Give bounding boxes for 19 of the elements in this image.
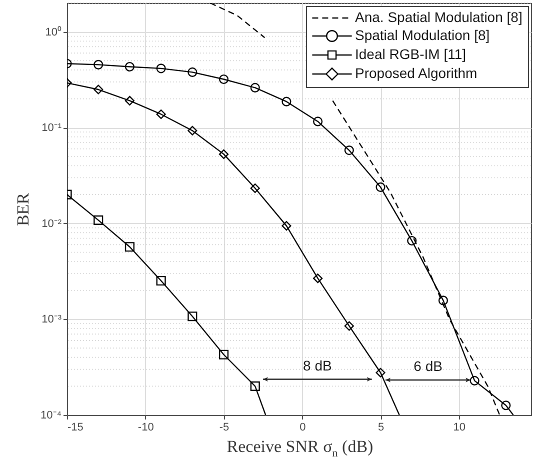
x-tick-label: 0 (300, 422, 306, 434)
y-axis-title: BER (14, 192, 33, 226)
x-tick-label: -5 (219, 422, 230, 434)
x-tick-label: -10 (138, 422, 154, 434)
y-tick-label: 10⁻⁴ (40, 410, 62, 422)
legend-label: Ideal RGB-IM [11] (355, 46, 466, 62)
annotation: 8 dB (303, 357, 332, 374)
x-axis-title: Receive SNR σ$_{n}$ (dB) (226, 437, 374, 460)
legend-label: Ana. Spatial Modulation [8] (355, 9, 522, 25)
legend-label: Spatial Modulation [8] (355, 27, 490, 43)
x-tick-label: 10 (453, 422, 466, 434)
y-tick-label: 10⁰ (45, 25, 62, 38)
y-tick-label: 10⁻² (42, 218, 62, 230)
x-tick-label: -15 (68, 422, 84, 434)
legend-label: Proposed Algorithm (355, 65, 478, 81)
y-tick-label: 10⁻³ (42, 314, 62, 326)
annotation: 6 dB (414, 358, 442, 374)
x-tick-label: 5 (378, 422, 384, 434)
y-tick-label: 10⁻¹ (42, 122, 62, 134)
